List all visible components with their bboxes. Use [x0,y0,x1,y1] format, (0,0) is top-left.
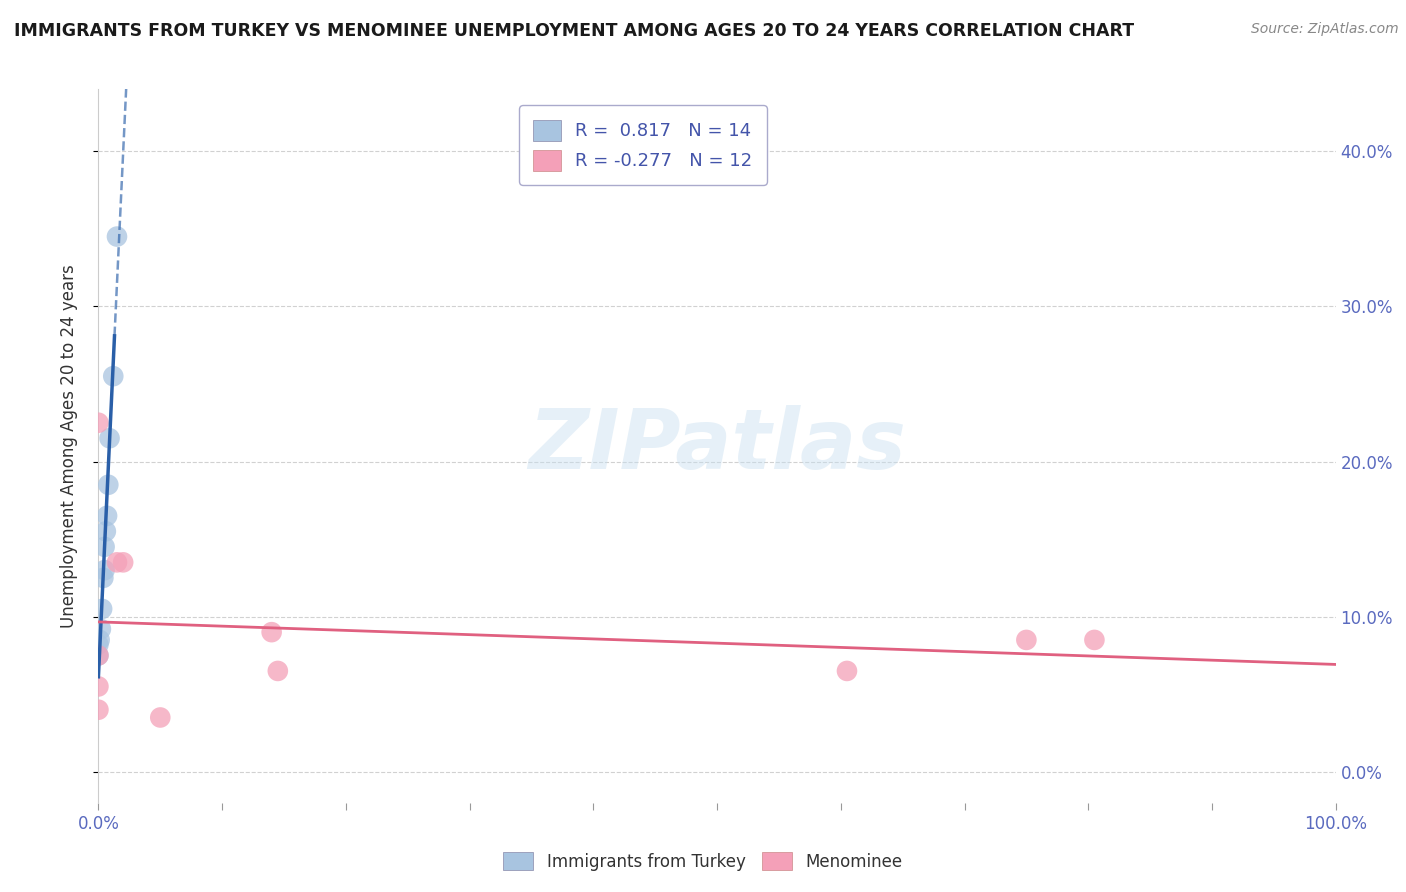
Point [149,710,172,724]
Legend: R =  0.817   N = 14, R = -0.277   N = 12: R = 0.817 N = 14, R = -0.277 N = 12 [519,105,766,185]
Point [97,477,120,491]
Point [1015,632,1038,647]
Point [105,229,128,244]
Text: IMMIGRANTS FROM TURKEY VS MENOMINEE UNEMPLOYMENT AMONG AGES 20 TO 24 YEARS CORRE: IMMIGRANTS FROM TURKEY VS MENOMINEE UNEM… [14,22,1135,40]
Point [87,703,110,717]
Legend: Immigrants from Turkey, Menominee: Immigrants from Turkey, Menominee [495,844,911,880]
Point [98,431,121,445]
Point [93,563,115,577]
Point [87,680,110,694]
Point [90,622,112,636]
Point [267,664,290,678]
Point [93,571,115,585]
Point [87,648,110,663]
Point [105,555,128,569]
Point [89,632,111,647]
Point [87,416,110,430]
Point [112,555,135,569]
Text: Source: ZipAtlas.com: Source: ZipAtlas.com [1251,22,1399,37]
Point [103,369,125,384]
Text: ZIPatlas: ZIPatlas [529,406,905,486]
Point [835,664,858,678]
Point [96,508,118,523]
Point [87,648,110,663]
Point [94,524,117,539]
Y-axis label: Unemployment Among Ages 20 to 24 years: Unemployment Among Ages 20 to 24 years [59,264,77,628]
Point [91,602,114,616]
Point [260,625,283,640]
Point [87,638,110,652]
Point [93,540,115,554]
Point [1083,632,1105,647]
